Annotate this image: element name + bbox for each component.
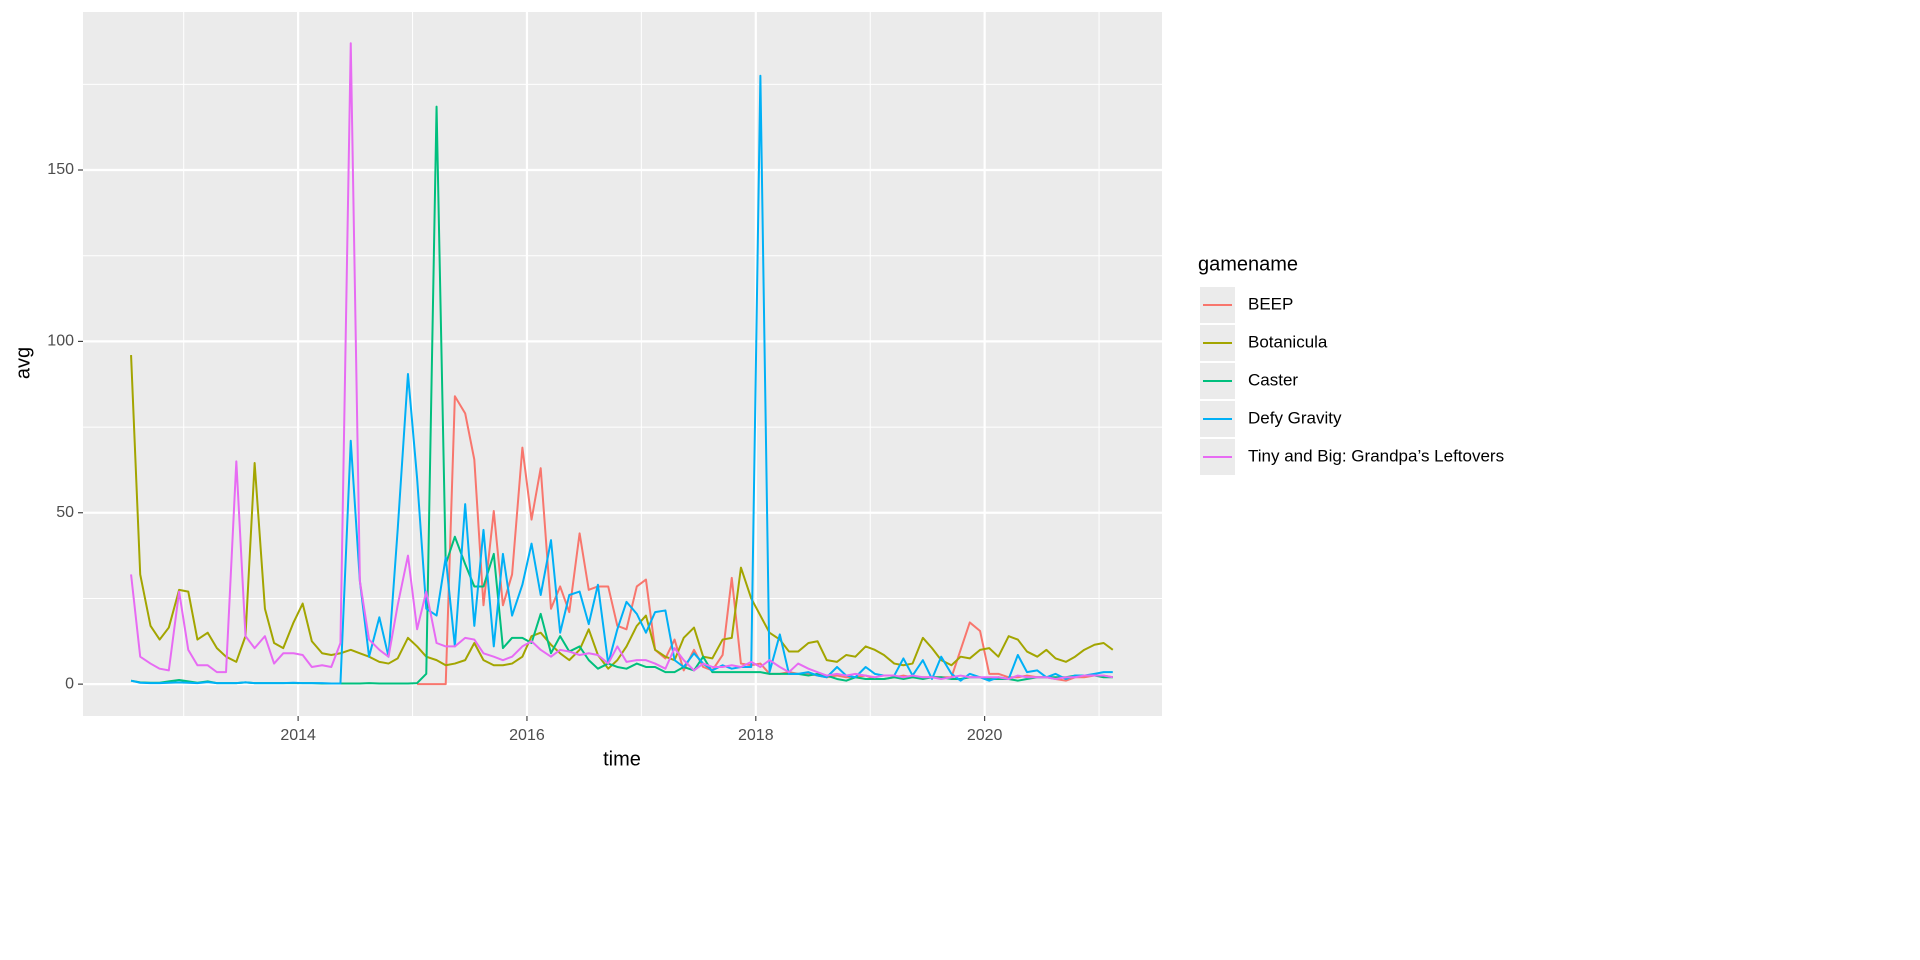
- legend-label: Caster: [1248, 370, 1298, 389]
- y-tick-label: 150: [47, 161, 74, 178]
- y-tick-label: 0: [65, 675, 74, 692]
- x-tick-label: 2014: [280, 727, 316, 744]
- y-axis-title: avg: [12, 347, 34, 379]
- legend-label: Defy Gravity: [1248, 408, 1342, 427]
- legend-title: gamename: [1198, 253, 1298, 275]
- series-line: [130, 42, 1113, 680]
- series-line: [130, 74, 1113, 685]
- series-line: [417, 395, 1113, 686]
- y-tick-label: 50: [56, 504, 74, 521]
- legend-label: Botanicula: [1248, 332, 1328, 351]
- y-tick-label: 100: [47, 333, 74, 350]
- x-axis-title: time: [603, 748, 641, 770]
- x-tick-label: 2020: [967, 727, 1003, 744]
- legend-label: BEEP: [1248, 294, 1293, 313]
- x-tick-label: 2016: [509, 727, 545, 744]
- x-tick-label: 2018: [738, 727, 774, 744]
- legend-label: Tiny and Big: Grandpa’s Leftovers: [1248, 446, 1504, 465]
